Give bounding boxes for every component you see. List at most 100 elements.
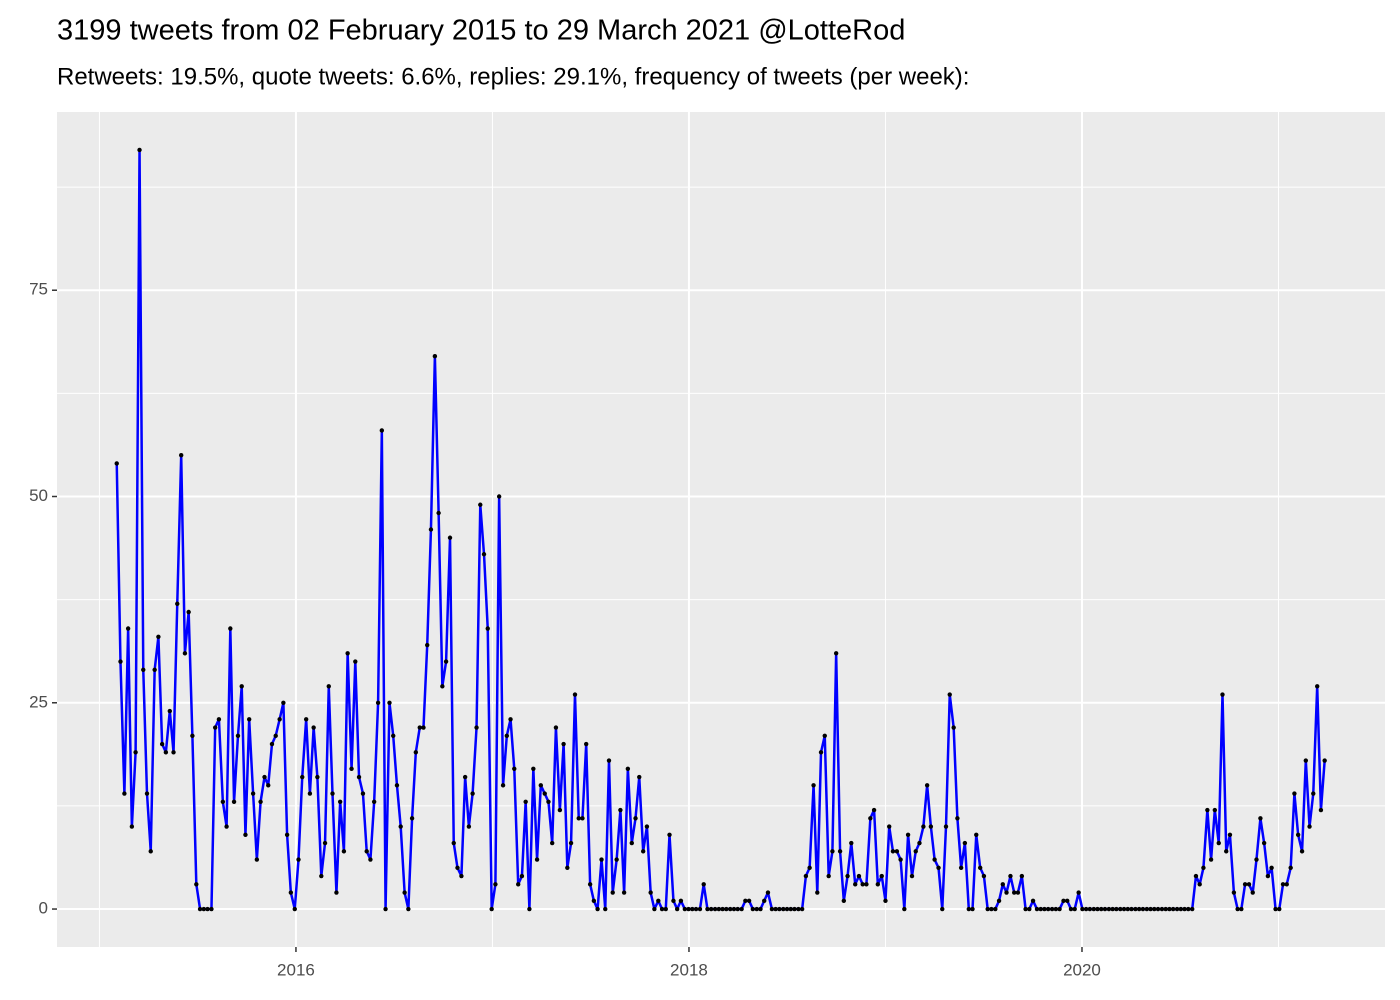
data-point [428, 527, 434, 532]
data-point [724, 906, 729, 912]
data-point [830, 849, 835, 854]
data-point [1015, 890, 1021, 895]
data-point [663, 906, 668, 912]
data-point [406, 906, 411, 912]
data-point [981, 873, 987, 879]
data-point [144, 791, 150, 796]
data-point [455, 865, 460, 870]
data-point [1038, 906, 1043, 912]
data-point [512, 766, 517, 771]
data-point [943, 824, 949, 829]
data-point [1114, 906, 1119, 912]
data-point [1042, 906, 1047, 912]
data-point [1027, 906, 1032, 912]
data-point [504, 733, 510, 738]
data-point [618, 807, 623, 813]
data-point [1068, 906, 1074, 912]
data-point [303, 717, 309, 722]
data-point [258, 799, 263, 804]
data-point [474, 725, 479, 730]
data-point [674, 906, 680, 912]
data-point [712, 906, 718, 912]
data-point [735, 906, 740, 912]
data-point [1273, 906, 1278, 912]
data-point [152, 667, 157, 672]
data-point [231, 799, 237, 804]
data-point [443, 659, 449, 664]
data-point [746, 898, 752, 903]
data-point [985, 906, 990, 912]
data-point [451, 840, 456, 846]
data-point [621, 890, 627, 895]
data-point [845, 873, 850, 879]
data-point [129, 824, 135, 829]
data-point [523, 799, 528, 804]
data-point [421, 725, 426, 730]
data-point [493, 882, 498, 887]
data-point [1167, 906, 1172, 912]
data-point [720, 906, 725, 912]
data-point [1197, 882, 1202, 887]
data-point [1174, 906, 1180, 912]
data-point [118, 659, 123, 664]
data-point [212, 725, 218, 730]
x-tick-label: 2018 [670, 960, 708, 979]
data-point [508, 717, 513, 722]
data-point [254, 857, 260, 862]
data-point [1155, 906, 1161, 912]
data-point [413, 750, 419, 755]
data-point [402, 890, 407, 895]
data-point [697, 906, 703, 912]
data-point [743, 898, 748, 903]
data-point [936, 865, 941, 870]
data-point [1102, 906, 1108, 912]
data-point [561, 741, 566, 747]
data-point [538, 783, 544, 788]
data-point [580, 816, 585, 821]
data-point [122, 791, 127, 796]
data-point [610, 890, 615, 895]
data-point [220, 799, 226, 804]
data-point [266, 783, 271, 788]
data-point [409, 816, 415, 821]
data-point [353, 659, 358, 664]
data-point [762, 898, 767, 903]
data-point [887, 824, 892, 829]
data-point [519, 873, 525, 879]
data-point [970, 906, 975, 912]
data-point [1284, 882, 1289, 887]
data-point [114, 461, 119, 466]
data-point [568, 840, 574, 846]
data-point [1000, 882, 1005, 887]
data-point [1322, 758, 1327, 763]
data-point [133, 750, 138, 755]
data-point [898, 857, 903, 862]
data-point [1216, 840, 1221, 846]
data-point [758, 906, 763, 912]
data-point [955, 816, 960, 821]
data-point [326, 684, 331, 689]
data-point [1265, 873, 1271, 879]
data-point [708, 906, 714, 912]
data-point [667, 832, 672, 837]
data-point [379, 428, 385, 433]
data-point [273, 733, 278, 738]
data-point [921, 824, 926, 829]
data-point [739, 906, 744, 912]
data-point [890, 849, 896, 854]
data-point [1250, 890, 1255, 895]
data-point [913, 849, 918, 854]
data-point [281, 700, 286, 705]
data-point [1019, 873, 1025, 879]
data-point [228, 626, 233, 631]
data-point [682, 906, 688, 912]
data-point [1099, 906, 1104, 912]
data-point [1299, 849, 1305, 854]
data-point [1182, 906, 1187, 912]
data-point [652, 906, 657, 912]
data-point [447, 535, 453, 540]
data-point [549, 840, 555, 846]
data-point [807, 865, 812, 870]
chart-subtitle: Retweets: 19.5%, quote tweets: 6.6%, rep… [57, 63, 969, 90]
data-point [750, 906, 756, 912]
